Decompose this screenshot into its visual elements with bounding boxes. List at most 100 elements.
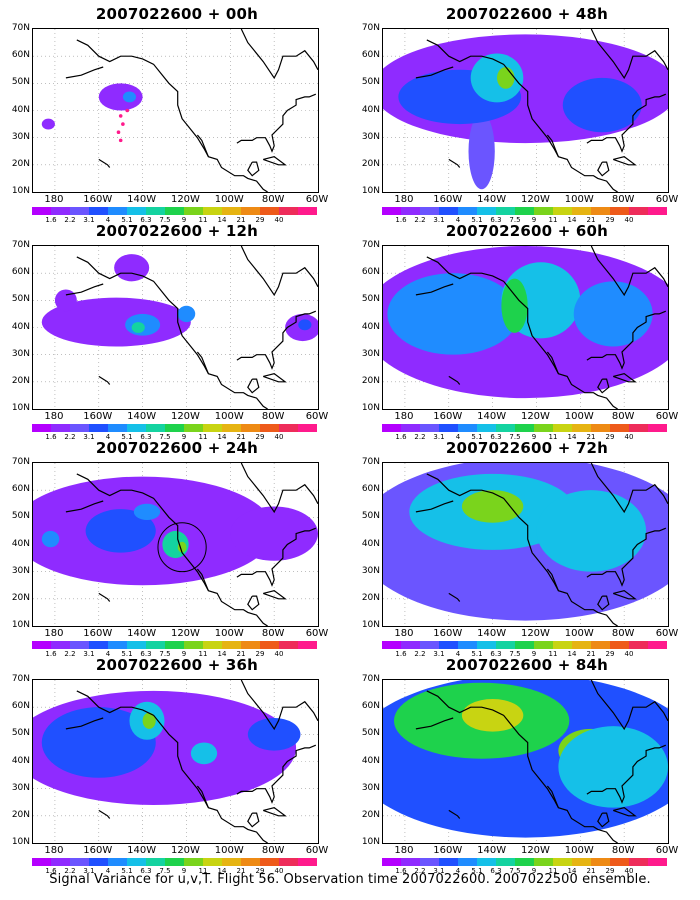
- coastline: [415, 66, 454, 79]
- map-panel: 2007022600 + 72h 70N 60N 50N 40N 30N 20N 10N 180…: [350, 439, 680, 658]
- colorbar-label: 11: [548, 650, 558, 658]
- colorbar-swatch: [439, 207, 458, 215]
- colorbar-swatch: [648, 858, 667, 866]
- coastline: [98, 809, 111, 819]
- colorbar-swatch: [51, 858, 70, 866]
- variance-map: [382, 28, 669, 193]
- colorbar-swatch: [184, 207, 203, 215]
- colorbar-label: 40: [274, 433, 284, 441]
- colorbar-label: 11: [548, 216, 558, 224]
- longitude-label: 120W: [520, 194, 550, 205]
- longitude-label: 140W: [127, 628, 157, 639]
- coastline: [597, 378, 610, 394]
- longitude-label: 120W: [170, 628, 200, 639]
- latitude-label: 50N: [361, 728, 380, 739]
- colorbar-swatch: [184, 858, 203, 866]
- latitude-label: 30N: [361, 348, 380, 359]
- colorbar-label: 2.2: [414, 867, 426, 875]
- colorbar-label: 11: [198, 433, 208, 441]
- colorbar-label: 7.5: [509, 867, 521, 875]
- map-panel: 2007022600 + 48h 70N 60N 50N 40N 30N 20N 10N 180…: [350, 5, 680, 224]
- longitude-label: 160W: [83, 411, 113, 422]
- variance-region: [468, 113, 495, 190]
- colorbar-label: 5.1: [121, 867, 133, 875]
- colorbar-label: 9: [181, 433, 187, 441]
- longitude-label: 160W: [433, 628, 463, 639]
- coastline: [426, 256, 618, 409]
- longitude-label: 180: [44, 845, 64, 856]
- colorbar-label: 4: [455, 650, 461, 658]
- latitude-label: 10N: [11, 620, 30, 630]
- longitude-label: 180: [394, 628, 414, 639]
- latitude-label: 60N: [361, 50, 380, 61]
- colorbar-swatch: [89, 858, 108, 866]
- coastline: [590, 463, 668, 514]
- colorbar-swatch: [222, 424, 241, 432]
- colorbar-label: 6.3: [490, 216, 502, 224]
- latitude-label: 60N: [361, 267, 380, 278]
- coastline: [448, 809, 461, 819]
- colorbar-swatch: [165, 207, 184, 215]
- colorbar-swatch: [439, 424, 458, 432]
- colorbar-swatch: [439, 858, 458, 866]
- colorbar-swatch: [382, 858, 401, 866]
- colorbar-label: 6.3: [140, 433, 152, 441]
- colorbar-label: 7.5: [509, 433, 521, 441]
- latitude-label: 20N: [361, 375, 380, 386]
- colorbar-swatch: [496, 641, 515, 649]
- colorbar-swatch: [108, 641, 127, 649]
- colorbar-label: 4: [455, 867, 461, 875]
- coastline: [597, 595, 610, 611]
- coastline: [613, 156, 637, 166]
- colorbar-swatch: [401, 207, 420, 215]
- colorbar-label: 14: [567, 216, 577, 224]
- colorbar-swatch: [572, 207, 591, 215]
- colorbar-swatch: [458, 641, 477, 649]
- latitude-label: 40N: [361, 104, 380, 115]
- longitude-label: 160W: [83, 845, 113, 856]
- colorbar-label: 2.2: [64, 216, 76, 224]
- colorbar-label: 29: [255, 433, 265, 441]
- coastline: [236, 527, 317, 587]
- longitude-label: 80W: [611, 411, 635, 422]
- colorbar-label: 9: [181, 216, 187, 224]
- latitude-label: 40N: [11, 104, 30, 115]
- colorbar-swatch: [70, 424, 89, 432]
- latitude-label: 50N: [11, 77, 30, 88]
- colorbar-swatch: [222, 858, 241, 866]
- longitude-label: 60W: [655, 628, 679, 639]
- longitude-label: 100W: [214, 845, 244, 856]
- colorbar-swatch: [165, 641, 184, 649]
- colorbar-swatch: [515, 207, 534, 215]
- colorbar-swatch: [184, 424, 203, 432]
- colorbar-swatch: [401, 858, 420, 866]
- latitude-label: 70N: [361, 457, 380, 467]
- colorbar-swatch: [591, 424, 610, 432]
- coastline: [76, 256, 268, 409]
- colorbar-label: 14: [567, 867, 577, 875]
- latitude-label: 10N: [361, 403, 380, 413]
- colorbar-label: 11: [198, 650, 208, 658]
- variance-region: [41, 297, 191, 347]
- colorbar-swatch: [260, 641, 279, 649]
- coastline: [247, 595, 260, 611]
- colorbar-label: 3.1: [83, 216, 95, 224]
- colorbar-label: 29: [255, 867, 265, 875]
- latitude-label: 40N: [361, 755, 380, 766]
- longitude-label: 80W: [611, 194, 635, 205]
- longitude-label: 100W: [564, 845, 594, 856]
- colorbar-label: 7.5: [159, 433, 171, 441]
- map-panel: 2007022600 + 84h 70N 60N 50N 40N 30N 20N 10N 180…: [350, 656, 680, 875]
- colorbar-label: 7.5: [509, 650, 521, 658]
- latitude-label: 70N: [361, 23, 380, 33]
- longitude-label: 100W: [564, 628, 594, 639]
- variance-region: [536, 490, 647, 572]
- latitude-label: 60N: [361, 484, 380, 495]
- colorbar-swatch: [260, 424, 279, 432]
- latitude-label: 70N: [361, 240, 380, 250]
- colorbar-swatch: [496, 424, 515, 432]
- colorbar-swatch: [591, 207, 610, 215]
- latitude-label: 30N: [11, 565, 30, 576]
- colorbar-swatch: [108, 207, 127, 215]
- coastline: [76, 690, 268, 843]
